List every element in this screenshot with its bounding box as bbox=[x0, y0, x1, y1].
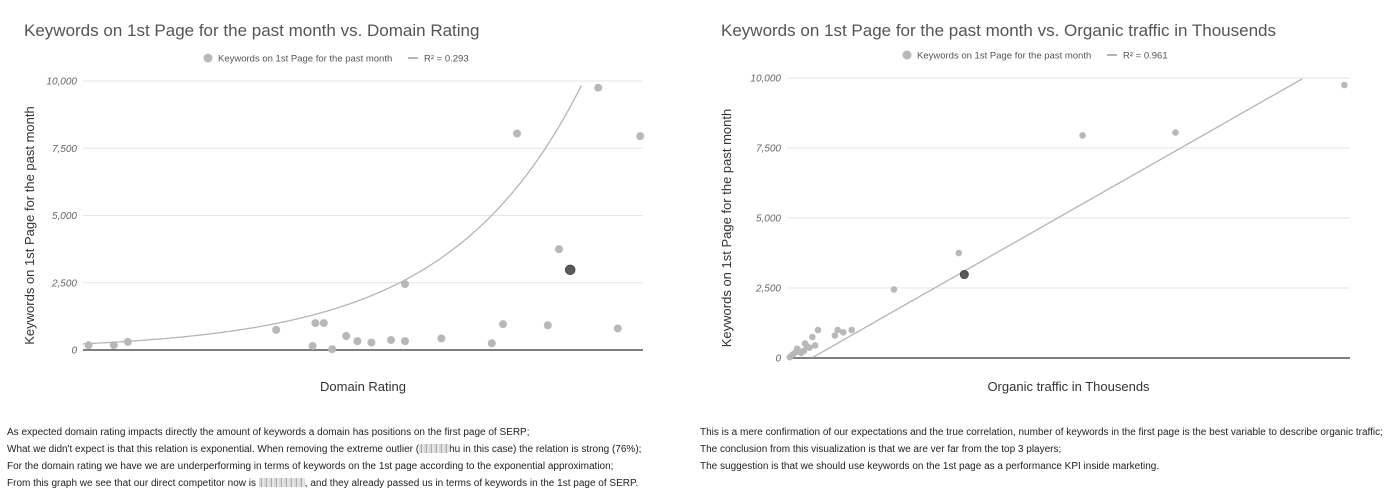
data-point bbox=[814, 326, 822, 334]
x-axis-title: Domain Rating bbox=[320, 379, 406, 394]
data-point bbox=[487, 339, 496, 348]
data-point bbox=[793, 345, 801, 353]
data-point bbox=[84, 341, 93, 350]
y-tick-label: 0 bbox=[71, 346, 77, 357]
legend-label-trendline: R² = 0.961 bbox=[1123, 51, 1168, 62]
y-tick-label: 2,500 bbox=[755, 284, 781, 295]
data-point bbox=[955, 249, 963, 257]
data-point bbox=[272, 325, 281, 334]
y-axis-title: Keywords on 1st Page for the past month bbox=[22, 106, 37, 344]
data-point bbox=[401, 280, 409, 289]
redacted-competitor bbox=[258, 478, 305, 487]
data-point bbox=[811, 342, 819, 349]
data-point bbox=[613, 324, 622, 333]
scatter-chart-organic-traffic: 0 2,500 5,000 7,500 10,000 Organic traffic in… bbox=[719, 50, 1350, 394]
data-point bbox=[801, 340, 809, 347]
data-point bbox=[834, 326, 841, 334]
legend-marker-series bbox=[203, 53, 213, 63]
legend-label-series: Keywords on 1st Page for the past month bbox=[218, 54, 392, 65]
y-tick-label: 5,000 bbox=[52, 211, 77, 222]
note-line-2: The conclusion from this visualization i… bbox=[700, 444, 1062, 455]
data-point bbox=[831, 332, 839, 339]
x-axis-title: Organic traffic in Thousends bbox=[987, 379, 1150, 394]
data-point bbox=[319, 319, 328, 328]
data-point bbox=[848, 326, 856, 334]
scatter-chart-domain-rating: 0 2,500 5,000 7,500 10,000 Domain Rating Keywo… bbox=[22, 53, 645, 394]
data-point bbox=[543, 321, 552, 330]
data-point bbox=[437, 334, 446, 343]
data-point bbox=[342, 332, 351, 341]
note-line-3: For the domain rating we have we are und… bbox=[7, 461, 614, 472]
y-tick-label: 2,500 bbox=[51, 278, 77, 289]
data-point bbox=[123, 337, 132, 346]
notes-organic-traffic: This is a mere confirmation of our expec… bbox=[700, 424, 1383, 475]
chart-organic-traffic-panel: Keywords on 1st Page for the past month … bbox=[700, 0, 1400, 491]
y-tick-label: 10,000 bbox=[750, 74, 781, 85]
data-point bbox=[353, 337, 362, 346]
data-point bbox=[109, 341, 118, 350]
chart-domain-rating-panel: Keywords on 1st Page for the past month … bbox=[0, 0, 700, 491]
data-point bbox=[840, 328, 847, 336]
data-point bbox=[387, 336, 395, 345]
chart-title: Keywords on 1st Page for the past month … bbox=[721, 21, 1276, 40]
data-point bbox=[594, 83, 603, 92]
y-tick-label: 7,500 bbox=[52, 144, 77, 155]
data-point bbox=[1079, 132, 1086, 139]
y-tick-label: 5,000 bbox=[756, 214, 781, 225]
highlighted-data-point bbox=[565, 264, 576, 276]
data-point bbox=[1172, 129, 1179, 136]
note-line-2: What we didn't expect is that this relat… bbox=[7, 444, 642, 455]
chart-title: Keywords on 1st Page for the past month … bbox=[24, 21, 480, 40]
data-point bbox=[636, 132, 645, 141]
highlighted-data-point bbox=[959, 270, 969, 280]
data-point bbox=[1341, 81, 1348, 89]
note-line-1: As expected domain rating impacts direct… bbox=[7, 427, 530, 438]
data-point bbox=[311, 319, 320, 328]
data-point bbox=[809, 333, 816, 341]
trendline bbox=[811, 78, 1303, 359]
data-point bbox=[367, 338, 376, 347]
data-point bbox=[328, 345, 337, 354]
redacted-domain bbox=[419, 444, 450, 453]
data-point bbox=[555, 245, 563, 254]
data-point bbox=[806, 344, 813, 351]
y-tick-label: 10,000 bbox=[46, 77, 77, 88]
note-line-4: From this graph we see that our direct c… bbox=[7, 478, 639, 489]
y-axis-title: Keywords on 1st Page for the past month bbox=[719, 109, 734, 347]
data-point bbox=[513, 129, 521, 138]
trendline bbox=[82, 85, 582, 345]
legend-label-series: Keywords on 1st Page for the past month bbox=[917, 51, 1091, 62]
data-point bbox=[800, 347, 808, 355]
legend-label-trendline: R² = 0.293 bbox=[424, 54, 469, 65]
data-point bbox=[499, 320, 507, 329]
notes-domain-rating: As expected domain rating impacts direct… bbox=[7, 424, 641, 492]
data-point bbox=[308, 341, 317, 350]
data-point bbox=[890, 286, 898, 293]
y-tick-label: 0 bbox=[775, 354, 781, 365]
y-tick-label: 7,500 bbox=[756, 144, 781, 155]
data-point bbox=[401, 337, 409, 346]
note-line-1: This is a mere confirmation of our expec… bbox=[700, 427, 1383, 438]
note-line-3: The suggestion is that we should use key… bbox=[700, 461, 1160, 472]
legend-marker-series bbox=[902, 50, 912, 60]
